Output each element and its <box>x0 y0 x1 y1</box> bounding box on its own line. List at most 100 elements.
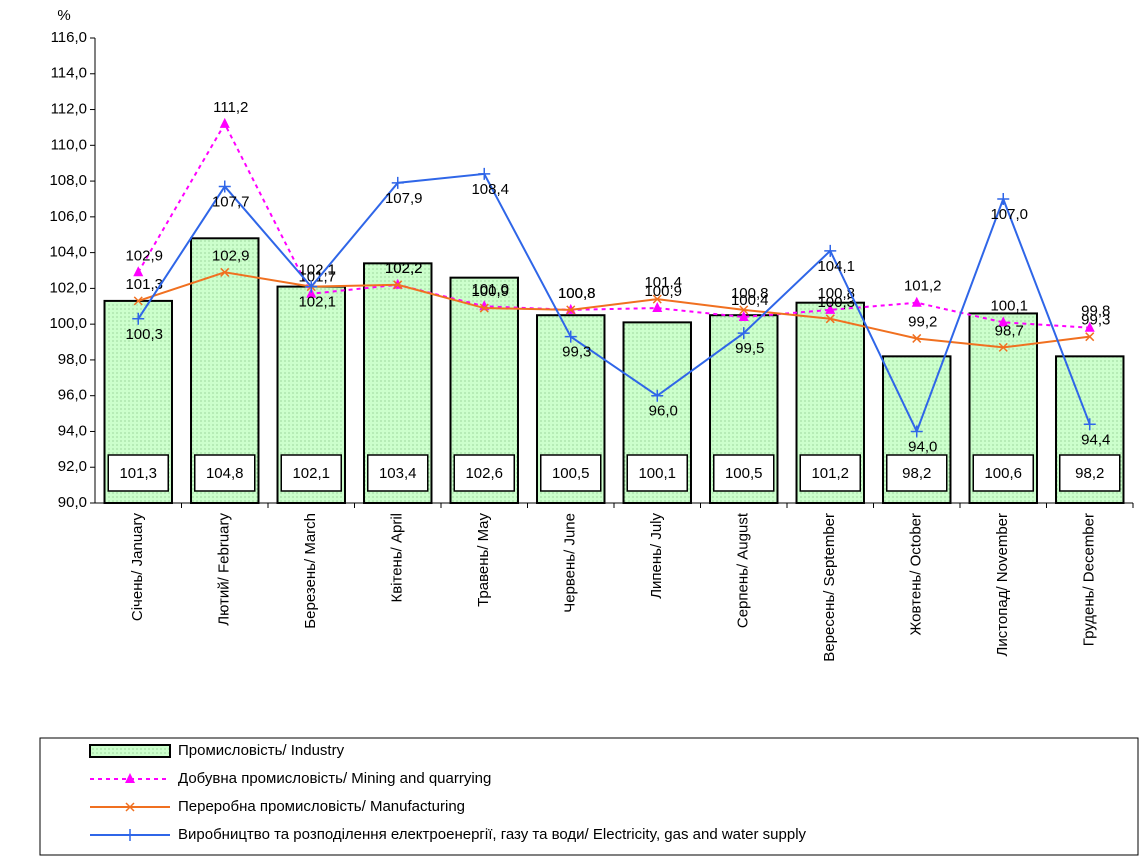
marker <box>1083 418 1096 431</box>
legend-label: Переробна промисловість/ Manufacturing <box>178 798 465 815</box>
data-label: 107,9 <box>385 190 423 207</box>
x-tick-label: Січень/ January <box>129 513 146 622</box>
marker <box>824 244 837 257</box>
x-tick-label: Вересень/ September <box>821 513 838 662</box>
marker <box>652 294 662 304</box>
x-tick-label: Липень/ July <box>648 513 665 599</box>
marker <box>998 342 1008 352</box>
y-tick-label: 116,0 <box>51 29 87 46</box>
line <box>137 172 1091 435</box>
data-label: 100,4 <box>731 292 769 309</box>
x-tick-label: Грудень/ December <box>1081 513 1098 646</box>
line <box>137 121 1090 329</box>
bar-label: 101,2 <box>811 465 849 482</box>
x-tick-label: Березень/ March <box>302 513 319 629</box>
x-tick-label: Червень/ June <box>562 513 579 613</box>
marker <box>998 316 1009 327</box>
y-tick-label: 108,0 <box>49 172 87 189</box>
data-label: 100,8 <box>558 285 596 302</box>
data-label: 107,7 <box>212 193 250 210</box>
bar-label: 98,2 <box>1075 465 1104 482</box>
marker <box>910 425 923 438</box>
marker <box>825 314 835 324</box>
y-tick-label: 102,0 <box>49 279 87 296</box>
marker <box>220 267 230 277</box>
bar-label-box <box>194 454 256 492</box>
marker <box>912 333 922 343</box>
marker <box>651 389 664 402</box>
data-label: 99,3 <box>562 344 591 361</box>
data-label: 102,2 <box>385 260 423 277</box>
y-tick-label: 114,0 <box>51 65 87 82</box>
data-label: 108,4 <box>471 181 509 198</box>
bar-label: 100,5 <box>725 465 763 482</box>
marker <box>566 305 576 315</box>
marker <box>393 280 403 290</box>
y-tick-label: 104,0 <box>49 244 87 261</box>
y-tick-label: 112,0 <box>51 101 87 118</box>
marker <box>478 167 491 180</box>
marker <box>479 303 489 313</box>
data-label: 102,9 <box>212 247 250 264</box>
marker <box>391 176 404 189</box>
bar-label-box <box>799 454 861 492</box>
data-label: 100,3 <box>817 294 855 311</box>
x-tick-label: Травень/ May <box>475 513 492 607</box>
data-label: 100,9 <box>471 283 509 300</box>
bar-label: 102,1 <box>292 465 330 482</box>
marker <box>564 330 577 343</box>
x-tick-label: Лютий/ February <box>216 513 233 626</box>
data-label: 99,3 <box>1081 312 1110 329</box>
x-tick-label: Листопад/ November <box>994 513 1011 657</box>
data-label: 101,2 <box>904 278 942 295</box>
marker <box>825 303 836 314</box>
bar-label-box <box>886 454 948 492</box>
bar-label: 103,4 <box>379 465 417 482</box>
y-tick-label: 110,0 <box>51 136 87 153</box>
legend-label: Добувна промисловість/ Mining and quarry… <box>178 770 491 787</box>
data-label: 102,2 <box>385 260 423 277</box>
bar-label-box <box>540 454 602 492</box>
marker <box>133 266 144 277</box>
data-label: 96,0 <box>649 403 678 420</box>
marker <box>219 117 230 128</box>
data-label: 101,3 <box>125 276 163 293</box>
line <box>137 271 1090 349</box>
bar-label-box <box>713 454 775 492</box>
data-label: 104,1 <box>817 258 855 275</box>
marker <box>124 829 136 841</box>
bar-label: 104,8 <box>206 465 244 482</box>
bar-label-box <box>626 454 688 492</box>
bar-label: 100,6 <box>984 465 1022 482</box>
data-label: 98,7 <box>995 322 1024 339</box>
bar-label-box <box>972 454 1034 492</box>
marker <box>737 327 750 340</box>
data-label: 101,0 <box>471 281 509 298</box>
marker <box>911 296 922 307</box>
marker <box>125 773 135 783</box>
marker <box>997 192 1010 205</box>
marker <box>133 296 143 306</box>
data-label: 99,5 <box>735 340 764 357</box>
y-tick-label: 92,0 <box>58 458 87 475</box>
y-tick-label: 90,0 <box>58 494 87 511</box>
y-tick-label: 96,0 <box>58 387 87 404</box>
marker <box>132 312 145 325</box>
bar-label: 102,6 <box>465 465 503 482</box>
data-label: 100,8 <box>731 285 769 302</box>
data-label: 102,1 <box>298 294 336 311</box>
x-tick-label: Квітень/ April <box>389 513 406 603</box>
y-tick-label: 94,0 <box>58 422 87 439</box>
legend-label: Промисловість/ Industry <box>178 742 345 759</box>
legend-label: Виробництво та розподілення електроенерг… <box>178 826 807 843</box>
data-label: 94,4 <box>1081 431 1110 448</box>
x-tick-label: Серпень/ August <box>735 512 752 628</box>
data-label: 100,8 <box>817 285 855 302</box>
data-label: 100,8 <box>558 285 596 302</box>
bar-label: 100,1 <box>638 465 676 482</box>
marker <box>1085 332 1095 342</box>
bar-label-box <box>453 454 515 492</box>
bar-label: 98,2 <box>902 465 931 482</box>
y-axis-label: % <box>57 7 70 24</box>
